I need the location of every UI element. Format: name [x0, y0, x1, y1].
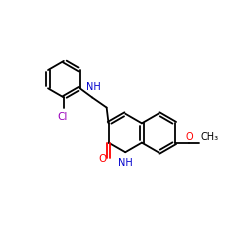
Text: NH: NH [118, 158, 132, 168]
Text: NH: NH [86, 82, 100, 92]
Text: O: O [98, 154, 106, 164]
Text: CH₃: CH₃ [200, 132, 218, 142]
Text: O: O [185, 132, 193, 142]
Text: Cl: Cl [57, 112, 68, 122]
